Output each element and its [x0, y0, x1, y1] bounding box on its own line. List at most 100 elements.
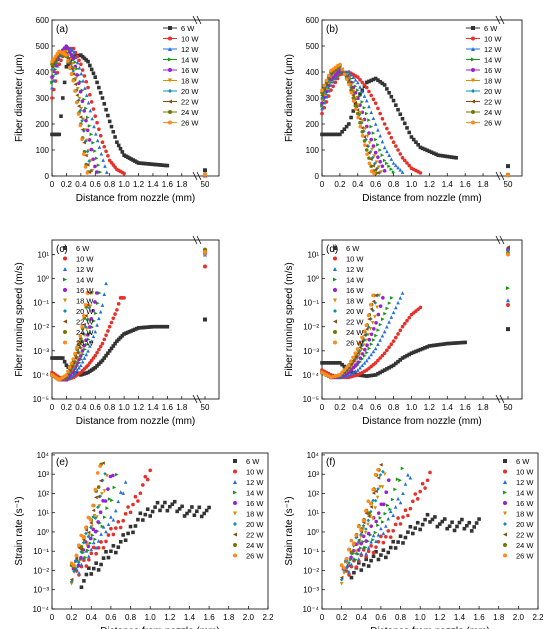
data-point: [84, 313, 88, 318]
data-point: [158, 163, 162, 167]
data-point: [81, 352, 85, 357]
legend-marker: [63, 288, 67, 292]
data-point: [84, 525, 88, 530]
data-point: [123, 512, 128, 516]
x-tick-label: 0.2: [334, 180, 346, 189]
data-point: [133, 159, 137, 163]
data-point: [413, 526, 418, 530]
y-tick-label: 300: [36, 94, 50, 103]
data-point: [383, 472, 387, 476]
series-24w: [50, 247, 207, 382]
data-point: [50, 80, 54, 85]
data-point: [153, 505, 157, 509]
data-point: [78, 89, 83, 94]
data-point: [91, 157, 95, 162]
data-point-end: [506, 286, 510, 291]
data-point: [400, 291, 405, 295]
data-point: [78, 334, 83, 338]
x-tick-label: 0.4: [75, 403, 87, 412]
data-point: [367, 355, 371, 360]
data-point: [91, 545, 96, 550]
data-point: [76, 560, 81, 565]
x-tick-label: 1.8: [477, 403, 489, 412]
data-point: [440, 342, 445, 346]
data-point: [86, 370, 90, 375]
data-point-end: [506, 327, 510, 332]
data-point: [388, 509, 393, 514]
data-point: [91, 527, 96, 532]
data-point: [73, 89, 77, 93]
data-point: [381, 469, 385, 474]
data-point: [118, 525, 123, 530]
data-point: [409, 135, 414, 139]
y-tick-label: 600: [306, 16, 320, 25]
data-point: [438, 153, 443, 158]
data-point: [87, 566, 91, 570]
data-point: [398, 522, 403, 526]
data-point: [102, 356, 107, 360]
data-point: [427, 149, 432, 154]
data-point: [331, 132, 335, 137]
axis-break-mark: [196, 235, 202, 245]
data-point: [91, 566, 96, 571]
data-point: [98, 478, 103, 483]
data-point: [90, 524, 94, 529]
data-point: [50, 96, 54, 100]
data-point: [337, 373, 342, 377]
series-12w: [74, 480, 128, 575]
plot-frame: [321, 452, 539, 610]
data-point: [355, 368, 360, 372]
data-point: [111, 344, 116, 348]
data-point: [367, 161, 372, 166]
data-point: [82, 356, 87, 360]
legend-label: 26 W: [516, 552, 534, 561]
data-point: [126, 531, 130, 536]
y-tick-label: 0: [315, 172, 320, 181]
x-tick-label: 0: [320, 180, 325, 189]
x-tick-label: 0.6: [90, 180, 102, 189]
data-point: [53, 132, 58, 137]
data-point: [436, 342, 441, 347]
data-point: [69, 581, 74, 586]
data-point: [93, 537, 97, 542]
data-point: [76, 563, 81, 568]
data-point: [372, 154, 377, 158]
data-point: [363, 143, 367, 147]
data-point: [95, 350, 99, 355]
data-point: [83, 165, 88, 169]
data-point: [388, 535, 393, 539]
data-point: [382, 329, 387, 334]
data-point: [72, 569, 76, 573]
data-point: [329, 132, 333, 137]
data-point: [403, 508, 408, 512]
data-point: [385, 503, 390, 508]
data-point: [398, 296, 403, 300]
x-tick-label: 0.2: [61, 180, 73, 189]
data-point-end: [203, 317, 207, 322]
data-point: [360, 130, 365, 134]
data-point: [374, 489, 378, 494]
data-point: [86, 100, 91, 105]
data-point: [156, 324, 161, 329]
x-tick-label: 1.4: [147, 403, 159, 412]
data-point: [113, 312, 117, 316]
data-point: [116, 519, 121, 524]
data-point: [375, 171, 380, 175]
data-point: [114, 526, 118, 530]
y-tick-label: 10²: [37, 489, 49, 498]
data-point: [366, 151, 371, 155]
legend-label: 16 W: [181, 66, 199, 75]
data-point: [351, 355, 355, 360]
data-point: [369, 137, 374, 142]
data-point: [74, 553, 79, 558]
data-point: [71, 69, 76, 73]
data-point: [50, 65, 54, 69]
data-point: [121, 491, 125, 495]
data-point: [408, 475, 413, 480]
data-point: [396, 107, 400, 112]
data-point: [351, 96, 356, 100]
data-point: [81, 540, 86, 545]
panel-label: (f): [326, 457, 335, 468]
data-point: [401, 541, 405, 545]
